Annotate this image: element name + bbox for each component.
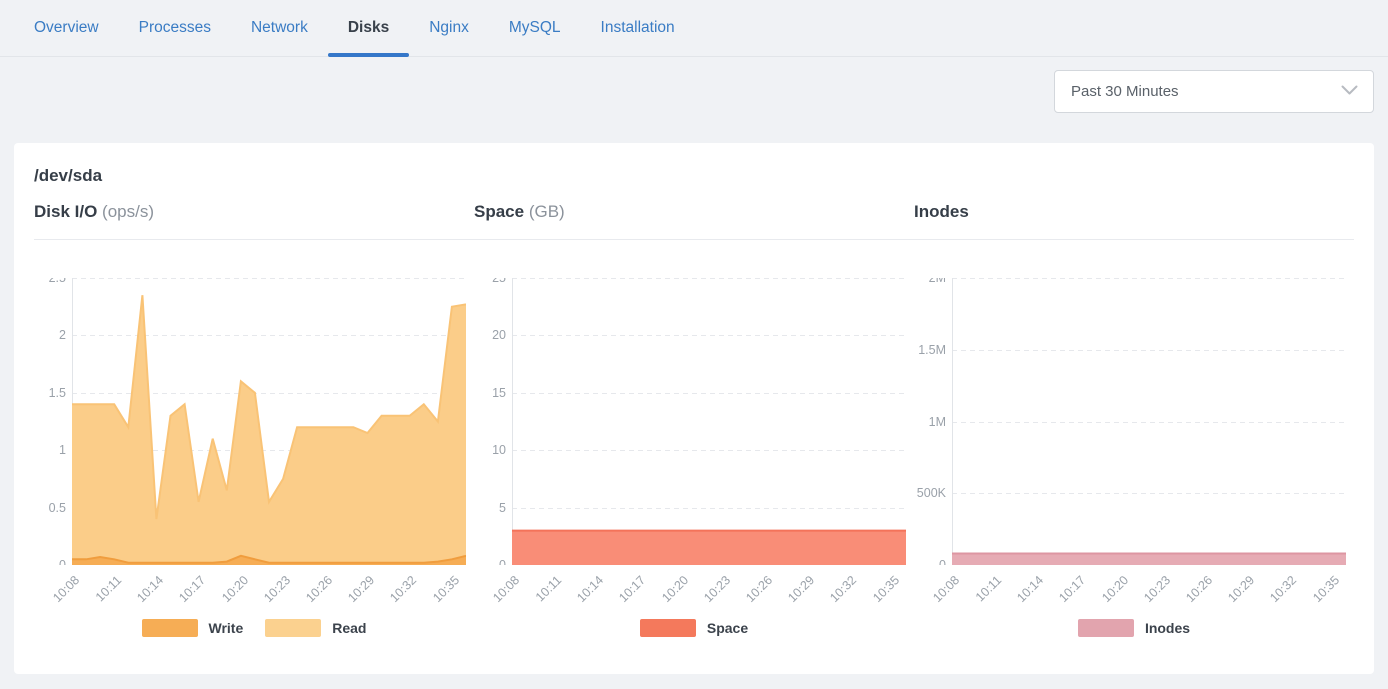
tab-overview[interactable]: Overview — [14, 0, 119, 56]
x-tick-label: 10:23 — [1140, 573, 1173, 606]
legend-label: Inodes — [1144, 620, 1191, 636]
x-tick-label: 10:29 — [345, 573, 378, 606]
x-tick-label: 10:08 — [929, 573, 962, 606]
chart-legend: Write Read — [34, 617, 474, 639]
x-tick-label: 10:26 — [303, 573, 336, 606]
x-tick-label: 10:35 — [429, 573, 462, 606]
x-tick-label: 10:08 — [489, 573, 522, 606]
tab-installation[interactable]: Installation — [581, 0, 695, 56]
x-tick-label: 10:17 — [616, 573, 649, 606]
y-tick-label: 1.5 — [48, 385, 66, 400]
y-tick-label: 1 — [59, 443, 66, 458]
x-tick-label: 10:11 — [532, 573, 565, 605]
x-tick-label: 10:29 — [1225, 573, 1258, 606]
x-tick-label: 10:17 — [176, 573, 209, 606]
y-tick-label: 5 — [499, 500, 506, 515]
x-tick-label: 10:32 — [1267, 573, 1300, 606]
chart-title-disk-i-o: Disk I/O (ops/s) — [34, 202, 154, 221]
x-tick-label: 10:32 — [827, 573, 860, 606]
x-tick-label: 10:35 — [869, 573, 902, 606]
chart-title-space: Space (GB) — [474, 202, 565, 221]
legend-item-inodes: Inodes — [1077, 619, 1191, 637]
y-tick-label: 0 — [499, 558, 506, 565]
x-tick-label: 10:14 — [134, 573, 167, 606]
device-card: /dev/sda Disk I/O (ops/s) Space (GB) Inode… — [14, 143, 1374, 674]
legend-label: Read — [332, 620, 367, 636]
legend-label: Write — [208, 620, 244, 636]
legend-swatch — [265, 619, 322, 637]
chart-plot-area — [72, 278, 466, 565]
x-tick-label: 10:23 — [260, 573, 293, 606]
y-tick-label: 500K — [916, 486, 946, 501]
chart-plot-area — [952, 278, 1346, 565]
x-tick-label: 10:14 — [1014, 573, 1047, 606]
x-tick-label: 10:26 — [743, 573, 776, 606]
tab-bar: Overview Processes Network Disks Nginx MySQL I… — [0, 0, 1388, 57]
y-tick-label: 2.5 — [48, 278, 66, 285]
x-tick-label: 10:32 — [387, 573, 420, 606]
y-tick-label: 15 — [492, 385, 506, 400]
chart-plot-area — [512, 278, 906, 565]
time-range-select[interactable]: Past 30 Minutes — [1054, 70, 1374, 113]
y-tick-label: 0 — [939, 558, 946, 565]
legend-item-space: Space — [639, 619, 749, 637]
y-axis-labels: 25 20 15 10 5 0 — [474, 278, 512, 565]
y-tick-label: 0.5 — [48, 500, 66, 515]
charts-row: 2.5 2 1.5 1 0.5 0 10:08 10:11 10:14 10:17 10:20 10:… — [34, 278, 1354, 639]
y-tick-label: 20 — [492, 328, 506, 343]
divider — [34, 239, 1354, 240]
x-tick-label: 10:08 — [49, 573, 82, 606]
chart-title-inodes: Inodes — [914, 202, 969, 221]
legend-label: Space — [706, 620, 749, 636]
x-tick-label: 10:29 — [785, 573, 818, 606]
tab-processes[interactable]: Processes — [119, 0, 231, 56]
y-axis-labels: 2M 1.5M 1M 500K 0 — [914, 278, 952, 565]
y-tick-label: 1M — [928, 414, 946, 429]
x-tick-label: 10:20 — [658, 573, 691, 606]
x-tick-label: 10:26 — [1183, 573, 1216, 606]
x-tick-label: 10:17 — [1056, 573, 1089, 606]
chart-space: 25 20 15 10 5 0 10:08 10:11 10:14 10:17 10:20 10:23… — [474, 278, 914, 639]
device-title: /dev/sda — [34, 166, 103, 185]
x-axis-labels: 10:08 10:11 10:14 10:17 10:20 10:23 10:26 10:29… — [490, 565, 906, 611]
x-tick-label: 10:20 — [1098, 573, 1131, 606]
tab-disks[interactable]: Disks — [327, 0, 410, 57]
y-tick-label: 1.5M — [918, 342, 946, 357]
chevron-down-icon — [1341, 83, 1358, 100]
legend-item-write: Write — [141, 619, 244, 637]
tab-mysql[interactable]: MySQL — [489, 0, 581, 56]
x-tick-label: 10:14 — [574, 573, 607, 606]
chart-inodes: 2M 1.5M 1M 500K 0 10:08 10:11 10:14 10:17 10:20 10… — [914, 278, 1354, 639]
y-tick-label: 25 — [492, 278, 506, 285]
x-tick-label: 10:20 — [218, 573, 251, 606]
chart-titles-row: Disk I/O (ops/s) Space (GB) Inodes — [34, 201, 1354, 223]
x-tick-label: 10:11 — [92, 573, 125, 605]
y-tick-label: 0 — [59, 558, 66, 565]
toolbar: Past 30 Minutes — [0, 57, 1388, 113]
x-tick-label: 10:23 — [700, 573, 733, 606]
legend-swatch — [639, 619, 696, 637]
y-axis-labels: 2.5 2 1.5 1 0.5 0 — [34, 278, 72, 565]
legend-swatch — [141, 619, 198, 637]
chart-disk-i-o: 2.5 2 1.5 1 0.5 0 10:08 10:11 10:14 10:17 10:20 10:… — [34, 278, 474, 639]
y-tick-label: 2M — [928, 278, 946, 285]
chart-legend: Inodes — [914, 617, 1354, 639]
chart-legend: Space — [474, 617, 914, 639]
x-axis-labels: 10:08 10:11 10:14 10:17 10:20 10:23 10:26 10:29… — [930, 565, 1346, 611]
x-tick-label: 10:35 — [1309, 573, 1342, 606]
time-range-value: Past 30 Minutes — [1071, 83, 1179, 100]
legend-item-read: Read — [265, 619, 366, 637]
y-tick-label: 10 — [492, 443, 506, 458]
legend-swatch — [1077, 619, 1134, 637]
x-tick-label: 10:11 — [972, 573, 1005, 605]
x-axis-labels: 10:08 10:11 10:14 10:17 10:20 10:23 10:26 10:29… — [50, 565, 466, 611]
y-tick-label: 2 — [59, 328, 66, 343]
tab-network[interactable]: Network — [231, 0, 328, 56]
tab-nginx[interactable]: Nginx — [409, 0, 489, 56]
